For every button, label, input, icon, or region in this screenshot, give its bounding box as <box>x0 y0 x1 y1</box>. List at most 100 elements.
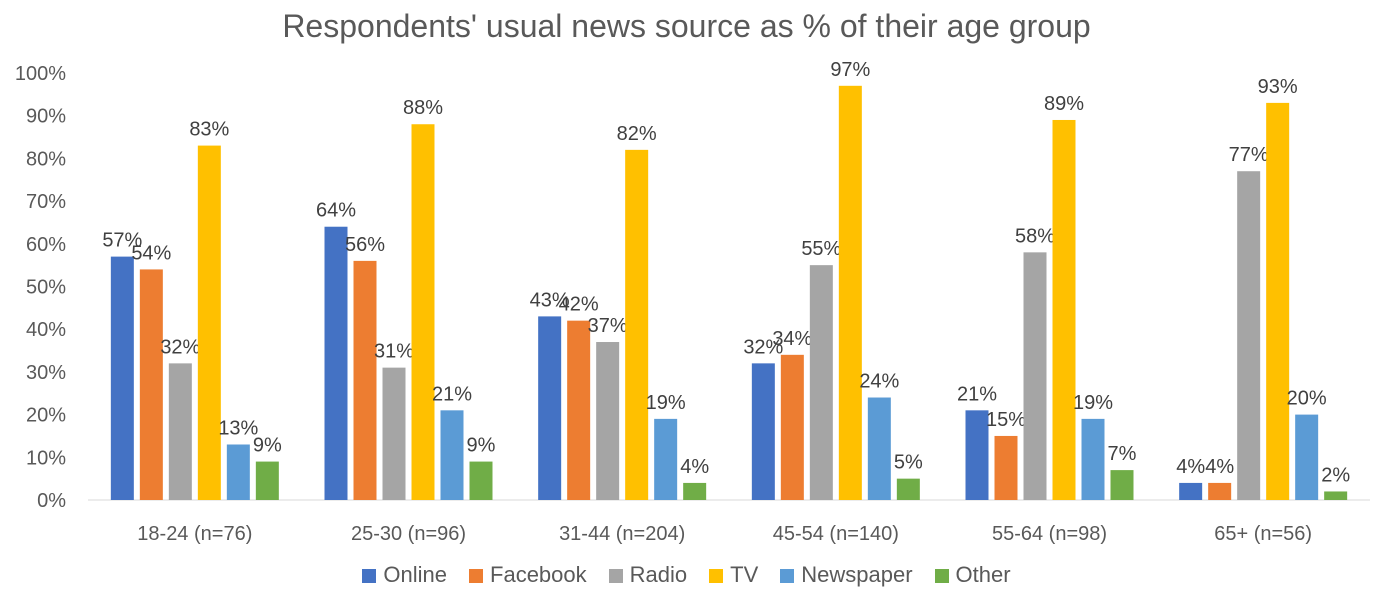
data-label: 5% <box>894 452 923 474</box>
data-label: 2% <box>1321 464 1350 486</box>
bar-facebook <box>1208 482 1232 500</box>
data-label: 15% <box>986 409 1026 431</box>
legend-item-tv: TV <box>709 562 758 588</box>
legend-item-other: Other <box>934 562 1011 588</box>
data-label: 34% <box>772 328 812 350</box>
bar-radio <box>1237 171 1261 500</box>
legend-item-newspaper: Newspaper <box>780 562 913 588</box>
x-category-label: 18-24 (n=76) <box>137 523 252 545</box>
bar-radio <box>596 342 620 500</box>
bar-newspaper <box>1081 418 1105 500</box>
legend-label: TV <box>730 562 759 587</box>
bar-tv <box>197 145 221 500</box>
bar-facebook <box>353 260 377 500</box>
chart-legend: Online Facebook Radio TV Newspaper Other <box>0 562 1373 588</box>
bar-online <box>965 410 989 500</box>
data-label: 9% <box>253 435 282 457</box>
bar-online <box>110 256 134 500</box>
legend-item-facebook: Facebook <box>469 562 587 588</box>
bar-other <box>1324 491 1348 500</box>
data-label: 64% <box>316 200 356 222</box>
bar-newspaper <box>226 444 250 500</box>
legend-swatch <box>469 569 484 583</box>
bar-newspaper <box>1295 414 1319 500</box>
bar-newspaper <box>440 410 464 500</box>
legend-label: Other <box>955 562 1011 587</box>
bar-radio <box>168 363 192 500</box>
data-label: 19% <box>646 392 686 414</box>
y-tick-label: 60% <box>26 234 66 256</box>
data-label: 32% <box>743 336 783 358</box>
bar-other <box>683 482 707 500</box>
bar-tv <box>1266 102 1290 500</box>
data-label: 43% <box>530 289 570 311</box>
x-category-label: 45-54 (n=140) <box>773 523 899 545</box>
y-tick-label: 20% <box>26 405 66 427</box>
x-category-label: 31-44 (n=204) <box>559 523 685 545</box>
bar-facebook <box>567 320 591 500</box>
bar-radio <box>1023 252 1047 500</box>
bar-other <box>896 478 920 500</box>
bar-newspaper <box>867 397 891 500</box>
data-label: 20% <box>1287 388 1327 410</box>
y-tick-label: 80% <box>26 148 66 170</box>
data-label: 42% <box>559 294 599 316</box>
bar-facebook <box>780 354 804 500</box>
data-label: 24% <box>859 371 899 393</box>
y-tick-label: 30% <box>26 362 66 384</box>
data-label: 19% <box>1073 392 1113 414</box>
legend-item-online: Online <box>362 562 447 588</box>
y-tick-label: 50% <box>26 277 66 299</box>
bar-radio <box>809 265 833 500</box>
y-tick-label: 100% <box>15 63 66 85</box>
data-label: 21% <box>432 383 472 405</box>
data-label: 9% <box>467 435 496 457</box>
legend-label: Facebook <box>490 562 587 587</box>
data-label: 13% <box>218 417 258 439</box>
bar-other <box>469 461 493 500</box>
y-tick-label: 70% <box>26 191 66 213</box>
bar-newspaper <box>654 418 678 500</box>
bar-online <box>751 363 775 500</box>
x-category-label: 25-30 (n=96) <box>351 523 466 545</box>
data-label: 77% <box>1229 144 1269 166</box>
data-label: 31% <box>374 341 414 363</box>
data-label: 82% <box>617 123 657 145</box>
legend-label: Newspaper <box>801 562 913 587</box>
data-label: 89% <box>1044 93 1084 115</box>
data-label: 56% <box>345 234 385 256</box>
legend-swatch <box>709 569 724 583</box>
bar-other <box>255 461 279 500</box>
bar-radio <box>382 367 406 500</box>
data-label: 37% <box>588 315 628 337</box>
y-tick-label: 90% <box>26 106 66 128</box>
bar-online <box>324 226 348 500</box>
chart-title: Respondents' usual news source as % of t… <box>282 8 1091 44</box>
data-label: 21% <box>957 383 997 405</box>
legend-swatch <box>608 569 623 583</box>
legend-swatch <box>934 569 949 583</box>
data-label: 4% <box>1176 456 1205 478</box>
data-label: 54% <box>131 242 171 264</box>
x-category-label: 65+ (n=56) <box>1214 523 1312 545</box>
data-label: 97% <box>830 59 870 81</box>
data-label: 32% <box>160 336 200 358</box>
legend-label: Radio <box>629 562 688 587</box>
data-label: 55% <box>801 238 841 260</box>
bar-chart: 0% 10% 20% 30% 40% 50% 60% 70% 80% 90% 100% 57%54% 3… <box>15 59 1370 545</box>
data-label: 4% <box>1205 456 1234 478</box>
bar-online <box>1179 482 1203 500</box>
data-label: 83% <box>189 119 229 141</box>
data-label: 88% <box>403 97 443 119</box>
data-label: 58% <box>1015 225 1055 247</box>
bar-tv <box>625 149 649 501</box>
data-label: 4% <box>680 456 709 478</box>
data-label: 57% <box>102 230 142 252</box>
legend-swatch <box>780 569 795 583</box>
data-label: 7% <box>1108 443 1137 465</box>
bar-online <box>538 316 562 500</box>
legend-swatch <box>362 569 377 583</box>
bar-facebook <box>994 435 1018 500</box>
y-tick-label: 0% <box>37 490 66 512</box>
x-category-label: 55-64 (n=98) <box>992 523 1107 545</box>
